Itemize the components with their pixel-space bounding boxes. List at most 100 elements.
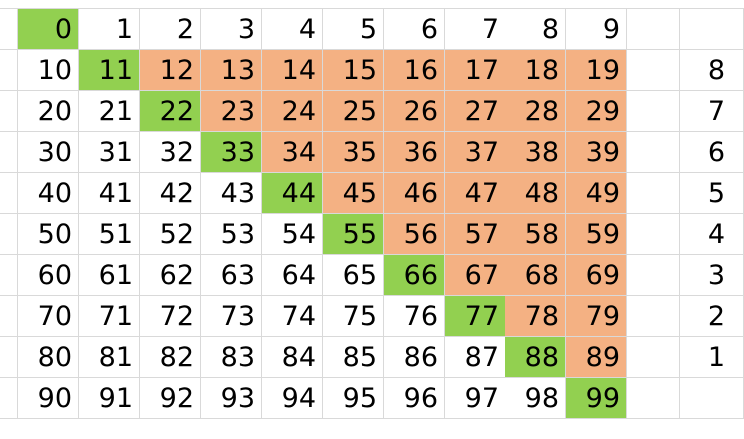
- grid-cell-r5-c8[interactable]: 58: [505, 214, 566, 255]
- grid-cell-r3-c9[interactable]: 39: [566, 132, 627, 173]
- grid-cell-r6-c3[interactable]: 63: [201, 255, 262, 296]
- side-cell-r3[interactable]: 6: [680, 132, 744, 173]
- grid-cell-r3-c7[interactable]: 37: [445, 132, 506, 173]
- grid-cell-r0-c7[interactable]: 7: [445, 9, 506, 50]
- grid-cell-r7-c7[interactable]: 77: [445, 296, 506, 337]
- left-edge-cell[interactable]: [0, 9, 18, 50]
- grid-cell-r6-c5[interactable]: 65: [323, 255, 384, 296]
- grid-cell-r4-c6[interactable]: 46: [384, 173, 445, 214]
- grid-cell-r9-c0[interactable]: 90: [18, 378, 79, 419]
- grid-cell-r4-c9[interactable]: 49: [566, 173, 627, 214]
- grid-cell-r2-c8[interactable]: 28: [505, 91, 566, 132]
- grid-cell-r1-c7[interactable]: 17: [445, 50, 506, 91]
- grid-cell-r5-c4[interactable]: 54: [262, 214, 323, 255]
- grid-cell-r2-c0[interactable]: 20: [18, 91, 79, 132]
- grid-cell-r5-c9[interactable]: 59: [566, 214, 627, 255]
- grid-cell-r3-c3[interactable]: 33: [201, 132, 262, 173]
- grid-cell-r7-c5[interactable]: 75: [323, 296, 384, 337]
- grid-cell-r8-c4[interactable]: 84: [262, 337, 323, 378]
- empty-cell[interactable]: [627, 214, 680, 255]
- grid-cell-r0-c9[interactable]: 9: [566, 9, 627, 50]
- grid-cell-r1-c6[interactable]: 16: [384, 50, 445, 91]
- grid-cell-r1-c1[interactable]: 11: [79, 50, 140, 91]
- grid-cell-r8-c8[interactable]: 88: [505, 337, 566, 378]
- grid-cell-r6-c6[interactable]: 66: [384, 255, 445, 296]
- grid-cell-r8-c1[interactable]: 81: [79, 337, 140, 378]
- grid-cell-r7-c6[interactable]: 76: [384, 296, 445, 337]
- empty-cell[interactable]: [627, 132, 680, 173]
- empty-cell[interactable]: [627, 378, 680, 419]
- grid-cell-r7-c4[interactable]: 74: [262, 296, 323, 337]
- grid-cell-r2-c7[interactable]: 27: [445, 91, 506, 132]
- grid-cell-r8-c0[interactable]: 80: [18, 337, 79, 378]
- empty-cell[interactable]: [627, 337, 680, 378]
- grid-cell-r1-c9[interactable]: 19: [566, 50, 627, 91]
- left-edge-cell[interactable]: [0, 173, 18, 214]
- grid-cell-r0-c0[interactable]: 0: [18, 9, 79, 50]
- grid-cell-r1-c5[interactable]: 15: [323, 50, 384, 91]
- side-cell-r6[interactable]: 3: [680, 255, 744, 296]
- grid-cell-r3-c6[interactable]: 36: [384, 132, 445, 173]
- grid-cell-r3-c0[interactable]: 30: [18, 132, 79, 173]
- grid-cell-r4-c8[interactable]: 48: [505, 173, 566, 214]
- grid-cell-r0-c8[interactable]: 8: [505, 9, 566, 50]
- grid-cell-r5-c1[interactable]: 51: [79, 214, 140, 255]
- left-edge-cell[interactable]: [0, 50, 18, 91]
- grid-cell-r7-c1[interactable]: 71: [79, 296, 140, 337]
- grid-cell-r9-c9[interactable]: 99: [566, 378, 627, 419]
- grid-cell-r6-c7[interactable]: 67: [445, 255, 506, 296]
- grid-cell-r6-c1[interactable]: 61: [79, 255, 140, 296]
- left-edge-cell[interactable]: [0, 255, 18, 296]
- grid-cell-r4-c0[interactable]: 40: [18, 173, 79, 214]
- grid-cell-r3-c4[interactable]: 34: [262, 132, 323, 173]
- grid-cell-r2-c9[interactable]: 29: [566, 91, 627, 132]
- grid-cell-r5-c2[interactable]: 52: [140, 214, 201, 255]
- grid-cell-r5-c0[interactable]: 50: [18, 214, 79, 255]
- grid-cell-r8-c9[interactable]: 89: [566, 337, 627, 378]
- side-cell-r0[interactable]: [680, 9, 744, 50]
- grid-cell-r1-c2[interactable]: 12: [140, 50, 201, 91]
- grid-cell-r8-c5[interactable]: 85: [323, 337, 384, 378]
- grid-cell-r3-c5[interactable]: 35: [323, 132, 384, 173]
- empty-cell[interactable]: [627, 296, 680, 337]
- grid-cell-r0-c2[interactable]: 2: [140, 9, 201, 50]
- left-edge-cell[interactable]: [0, 337, 18, 378]
- grid-cell-r6-c4[interactable]: 64: [262, 255, 323, 296]
- grid-cell-r0-c6[interactable]: 6: [384, 9, 445, 50]
- grid-cell-r9-c6[interactable]: 96: [384, 378, 445, 419]
- empty-cell[interactable]: [627, 9, 680, 50]
- grid-cell-r0-c4[interactable]: 4: [262, 9, 323, 50]
- grid-cell-r6-c2[interactable]: 62: [140, 255, 201, 296]
- grid-cell-r7-c9[interactable]: 79: [566, 296, 627, 337]
- grid-cell-r8-c2[interactable]: 82: [140, 337, 201, 378]
- side-cell-r8[interactable]: 1: [680, 337, 744, 378]
- empty-cell[interactable]: [627, 255, 680, 296]
- left-edge-cell[interactable]: [0, 214, 18, 255]
- grid-cell-r8-c7[interactable]: 87: [445, 337, 506, 378]
- grid-cell-r9-c1[interactable]: 91: [79, 378, 140, 419]
- side-cell-r7[interactable]: 2: [680, 296, 744, 337]
- grid-cell-r7-c3[interactable]: 73: [201, 296, 262, 337]
- grid-cell-r9-c5[interactable]: 95: [323, 378, 384, 419]
- side-cell-r9[interactable]: [680, 378, 744, 419]
- grid-cell-r1-c8[interactable]: 18: [505, 50, 566, 91]
- grid-cell-r6-c0[interactable]: 60: [18, 255, 79, 296]
- grid-cell-r2-c2[interactable]: 22: [140, 91, 201, 132]
- grid-cell-r0-c5[interactable]: 5: [323, 9, 384, 50]
- grid-cell-r1-c3[interactable]: 13: [201, 50, 262, 91]
- empty-cell[interactable]: [627, 173, 680, 214]
- grid-cell-r8-c6[interactable]: 86: [384, 337, 445, 378]
- grid-cell-r2-c3[interactable]: 23: [201, 91, 262, 132]
- grid-cell-r5-c6[interactable]: 56: [384, 214, 445, 255]
- grid-cell-r4-c2[interactable]: 42: [140, 173, 201, 214]
- side-cell-r1[interactable]: 8: [680, 50, 744, 91]
- grid-cell-r9-c7[interactable]: 97: [445, 378, 506, 419]
- grid-cell-r4-c3[interactable]: 43: [201, 173, 262, 214]
- left-edge-cell[interactable]: [0, 378, 18, 419]
- grid-cell-r3-c2[interactable]: 32: [140, 132, 201, 173]
- grid-cell-r1-c4[interactable]: 14: [262, 50, 323, 91]
- side-cell-r2[interactable]: 7: [680, 91, 744, 132]
- grid-cell-r5-c3[interactable]: 53: [201, 214, 262, 255]
- grid-cell-r3-c1[interactable]: 31: [79, 132, 140, 173]
- grid-cell-r2-c1[interactable]: 21: [79, 91, 140, 132]
